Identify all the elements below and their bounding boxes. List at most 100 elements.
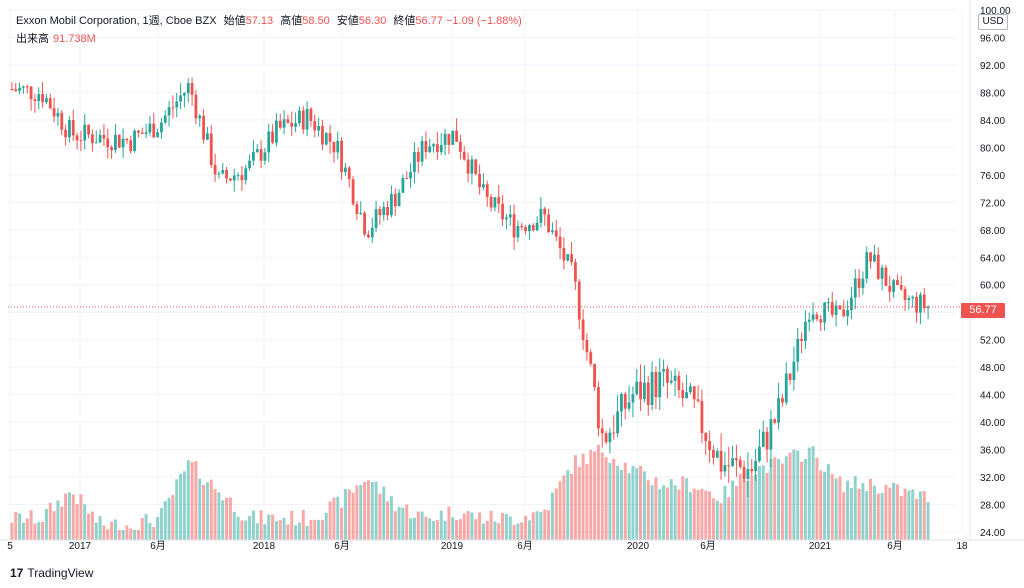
candle xyxy=(390,185,393,218)
candle xyxy=(907,295,911,310)
y-tick-label: 68.00 xyxy=(980,226,1005,237)
candle xyxy=(769,410,773,468)
volume-bar xyxy=(443,520,447,540)
candle xyxy=(102,124,106,146)
candle xyxy=(524,225,527,235)
candle xyxy=(18,82,21,95)
volume-bar xyxy=(343,489,347,540)
candle xyxy=(355,201,359,220)
candle xyxy=(497,185,501,214)
volume-bar xyxy=(305,525,309,540)
volume-bar xyxy=(393,511,397,540)
candle xyxy=(25,84,29,94)
volume-bar xyxy=(102,525,106,540)
candle xyxy=(232,168,236,192)
volume-bar xyxy=(370,482,374,540)
high-label: 高値 xyxy=(280,15,303,27)
candle xyxy=(489,193,493,212)
candle xyxy=(294,112,297,133)
candle xyxy=(56,107,60,126)
volume-bar xyxy=(21,522,25,540)
volume-bar xyxy=(635,468,639,540)
volume-bar xyxy=(355,485,359,540)
volume-bar xyxy=(711,498,715,540)
low-value: 56.30 xyxy=(358,15,387,27)
candle xyxy=(305,101,309,137)
candle xyxy=(186,78,190,103)
candle xyxy=(459,134,462,160)
candle xyxy=(608,427,612,454)
last-price-tag: 56.77 xyxy=(961,303,1005,318)
x-tick-label: 2020 xyxy=(627,541,650,552)
candle xyxy=(451,130,455,146)
candle xyxy=(811,302,815,323)
volume-bar xyxy=(125,525,129,540)
volume-bar xyxy=(792,449,796,540)
candle xyxy=(367,230,370,239)
volume-legend: 出来高 91.738M xyxy=(16,30,96,46)
candle xyxy=(574,258,577,290)
volume-bar xyxy=(508,516,512,540)
volume-bar xyxy=(669,479,673,540)
volume-bar xyxy=(75,504,79,540)
volume-bar xyxy=(573,455,577,540)
volume-bar xyxy=(681,476,685,540)
volume-bar xyxy=(140,517,144,540)
candle xyxy=(344,163,347,176)
volume-bar xyxy=(179,473,183,540)
currency-button[interactable]: USD xyxy=(978,14,1008,30)
candle xyxy=(669,370,673,385)
volume-bar xyxy=(263,524,267,540)
volume-bar xyxy=(363,481,367,540)
volume-bar xyxy=(524,515,528,540)
volume-bar xyxy=(627,473,631,540)
volume-bar xyxy=(309,519,313,540)
volume-bar xyxy=(136,529,140,540)
volume-bar xyxy=(294,525,298,540)
volume-bar xyxy=(773,457,777,540)
volume-bar xyxy=(662,485,666,540)
volume-bar xyxy=(838,476,842,540)
candle xyxy=(393,188,397,216)
candle xyxy=(543,206,547,226)
candle xyxy=(148,115,152,136)
close-value: 56.77 xyxy=(415,15,443,27)
volume-bar xyxy=(593,451,597,540)
y-tick-label: 52.00 xyxy=(980,336,1005,347)
candle xyxy=(202,109,205,144)
y-tick-label: 48.00 xyxy=(980,363,1005,374)
candle xyxy=(106,128,110,159)
candle xyxy=(796,327,800,372)
candle xyxy=(681,382,685,407)
volume-bar xyxy=(347,489,351,540)
candle xyxy=(436,132,439,160)
candle xyxy=(52,97,56,123)
volume-bar xyxy=(366,480,370,540)
volume-bar xyxy=(301,510,305,540)
volume-bar xyxy=(478,512,482,540)
candle xyxy=(738,456,742,469)
candle xyxy=(10,82,14,91)
candle xyxy=(313,114,317,138)
volume-bar xyxy=(922,491,926,540)
volume-bar xyxy=(596,444,600,540)
volume-bar xyxy=(221,500,225,540)
volume-bar xyxy=(48,502,52,540)
volume-bar xyxy=(67,492,71,540)
candle xyxy=(94,130,98,144)
candle xyxy=(700,389,704,444)
candle xyxy=(643,365,646,403)
candle xyxy=(378,205,382,225)
volume-bar xyxy=(623,462,627,540)
candle xyxy=(420,135,424,167)
close-label: 終値 xyxy=(393,15,416,27)
volume-bar xyxy=(754,474,758,540)
volume-bar xyxy=(194,461,198,540)
volume-bar xyxy=(359,484,363,540)
candle xyxy=(79,130,83,152)
volume-bar xyxy=(435,519,439,540)
candle xyxy=(462,145,466,161)
tradingview-brand[interactable]: 17 TradingView xyxy=(10,566,93,580)
y-tick-label: 100.00 xyxy=(980,6,1011,17)
